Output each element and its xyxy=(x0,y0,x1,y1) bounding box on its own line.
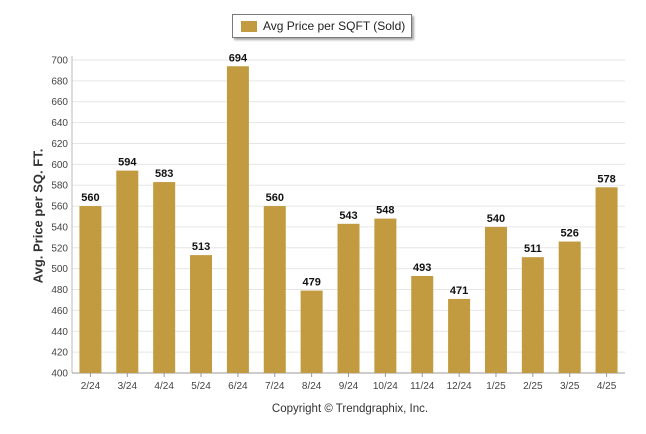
bar-value-label: 526 xyxy=(561,228,579,240)
bar-value-label: 471 xyxy=(450,285,468,297)
bar xyxy=(153,182,176,373)
y-tick-label: 440 xyxy=(51,327,68,338)
legend-label: Avg Price per SQFT (Sold) xyxy=(263,19,406,33)
y-tick-label: 520 xyxy=(51,243,68,254)
bar-value-label: 560 xyxy=(81,192,99,204)
bar xyxy=(116,170,139,373)
bar xyxy=(337,223,360,373)
bar xyxy=(374,218,397,373)
x-tick-label: 5/24 xyxy=(191,381,211,392)
legend-swatch xyxy=(241,20,257,32)
bar xyxy=(595,187,618,373)
legend: Avg Price per SQFT (Sold) xyxy=(232,14,412,38)
y-tick-label: 400 xyxy=(51,369,68,380)
bar-value-label: 511 xyxy=(524,243,542,255)
y-tick-label: 540 xyxy=(51,222,68,233)
bar-value-label: 578 xyxy=(597,173,615,185)
bar-value-label: 513 xyxy=(192,241,210,253)
x-tick-label: 6/24 xyxy=(228,381,248,392)
copyright-text: Copyright © Trendgraphix, Inc. xyxy=(271,403,429,415)
y-tick-label: 560 xyxy=(51,202,68,213)
x-tick-label: 2/25 xyxy=(523,381,543,392)
y-tick-label: 620 xyxy=(51,139,68,150)
bar xyxy=(558,241,581,373)
y-tick-label: 420 xyxy=(51,348,68,359)
bar-value-label: 694 xyxy=(229,52,248,64)
bar xyxy=(190,255,213,373)
bar xyxy=(411,275,434,373)
x-tick-label: 2/24 xyxy=(81,381,101,392)
bar xyxy=(79,206,102,373)
bar-value-label: 479 xyxy=(302,277,320,289)
x-tick-label: 8/24 xyxy=(302,381,322,392)
bar xyxy=(521,257,544,373)
x-tick-label: 10/24 xyxy=(373,381,398,392)
y-tick-label: 480 xyxy=(51,285,68,296)
y-tick-label: 660 xyxy=(51,97,68,108)
bar xyxy=(263,206,286,373)
x-tick-label: 3/24 xyxy=(118,381,138,392)
bar-value-label: 493 xyxy=(413,262,431,274)
x-tick-label: 9/24 xyxy=(339,381,359,392)
y-tick-label: 600 xyxy=(51,160,68,171)
y-tick-label: 460 xyxy=(51,306,68,317)
x-tick-label: 4/24 xyxy=(154,381,174,392)
x-tick-label: 4/25 xyxy=(597,381,617,392)
bar xyxy=(300,290,323,373)
bar-value-label: 594 xyxy=(118,157,137,169)
bar-value-label: 560 xyxy=(266,192,284,204)
y-tick-label: 640 xyxy=(51,118,68,129)
x-tick-label: 7/24 xyxy=(265,381,285,392)
bar xyxy=(226,66,249,373)
bar xyxy=(448,298,471,373)
y-tick-label: 500 xyxy=(51,264,68,275)
x-tick-label: 1/25 xyxy=(486,381,506,392)
x-tick-label: 11/24 xyxy=(410,381,435,392)
y-tick-label: 580 xyxy=(51,181,68,192)
bar-value-label: 543 xyxy=(339,210,357,222)
bar-value-label: 540 xyxy=(487,213,505,225)
x-tick-label: 3/25 xyxy=(560,381,580,392)
y-tick-label: 680 xyxy=(51,76,68,87)
y-tick-label: 700 xyxy=(51,56,68,67)
bar-value-label: 548 xyxy=(376,205,394,217)
x-tick-label: 12/24 xyxy=(447,381,472,392)
bar-value-label: 583 xyxy=(155,168,173,180)
bar xyxy=(484,226,507,373)
